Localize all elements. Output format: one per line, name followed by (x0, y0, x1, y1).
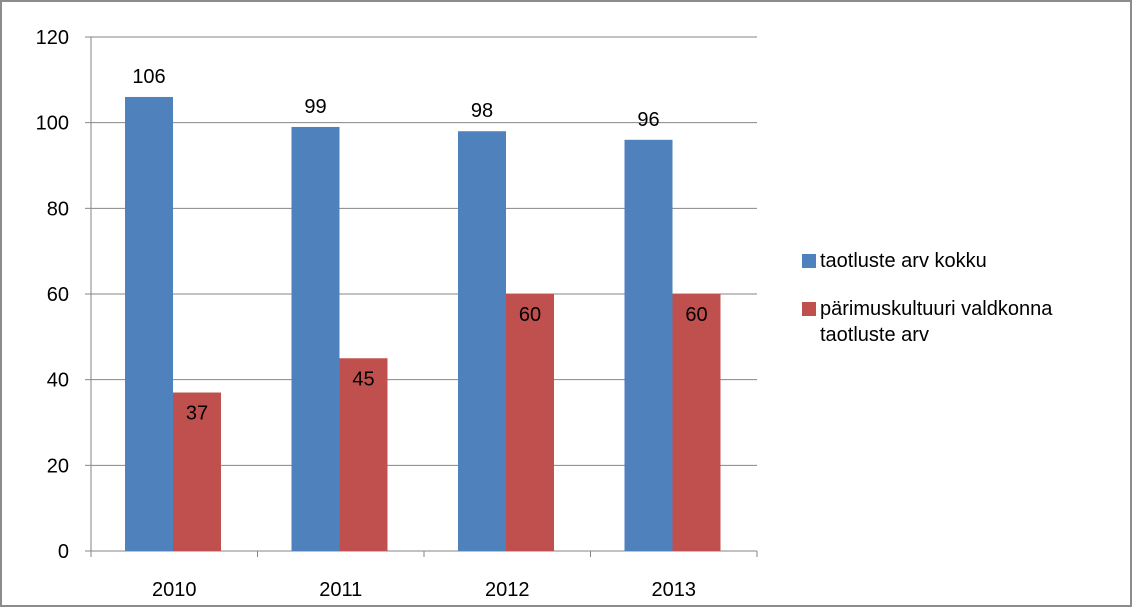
bar-series-2 (339, 358, 388, 551)
y-tick-label: 60 (47, 284, 69, 306)
bar-series-2 (672, 294, 721, 551)
bar-series-1 (291, 126, 340, 551)
legend: taotluste arv kokku pärimuskultuuri vald… (800, 248, 1120, 370)
data-label-series-1: 99 (304, 96, 326, 118)
legend-label-series-1: taotluste arv kokku (820, 250, 987, 272)
bar-series-1 (624, 139, 673, 552)
y-tick-label: 80 (47, 198, 69, 220)
bar-series-2 (173, 392, 221, 551)
x-tick-label: 2012 (485, 579, 530, 601)
x-tick-label: 2013 (652, 579, 697, 601)
data-label-series-2: 45 (352, 368, 374, 390)
data-label-series-1: 96 (637, 109, 659, 131)
data-label-series-2: 60 (519, 304, 541, 326)
y-tick-label: 120 (36, 27, 69, 49)
data-label-series-2: 37 (186, 403, 208, 425)
data-label-series-2: 60 (685, 304, 707, 326)
data-label-series-1: 106 (132, 66, 165, 88)
y-tick-label: 40 (47, 370, 69, 392)
legend-swatch-series-1 (802, 254, 816, 268)
data-label-series-1: 98 (471, 100, 493, 122)
y-tick-label: 0 (58, 541, 69, 563)
x-tick-label: 2010 (152, 579, 197, 601)
legend-item-series-1: taotluste arv kokku (800, 248, 1120, 274)
y-tick-label: 100 (36, 113, 69, 135)
x-tick-label: 2011 (319, 579, 362, 601)
y-tick-label: 20 (47, 455, 69, 477)
legend-swatch-series-2 (802, 302, 816, 316)
legend-label-series-2: pärimuskultuuri valdkonna taotluste arv (820, 298, 1053, 346)
bar-series-2 (506, 294, 554, 551)
bar-series-1 (458, 131, 506, 551)
legend-item-series-2: pärimuskultuuri valdkonna taotluste arv (800, 296, 1120, 348)
bar-series-1 (125, 96, 173, 551)
